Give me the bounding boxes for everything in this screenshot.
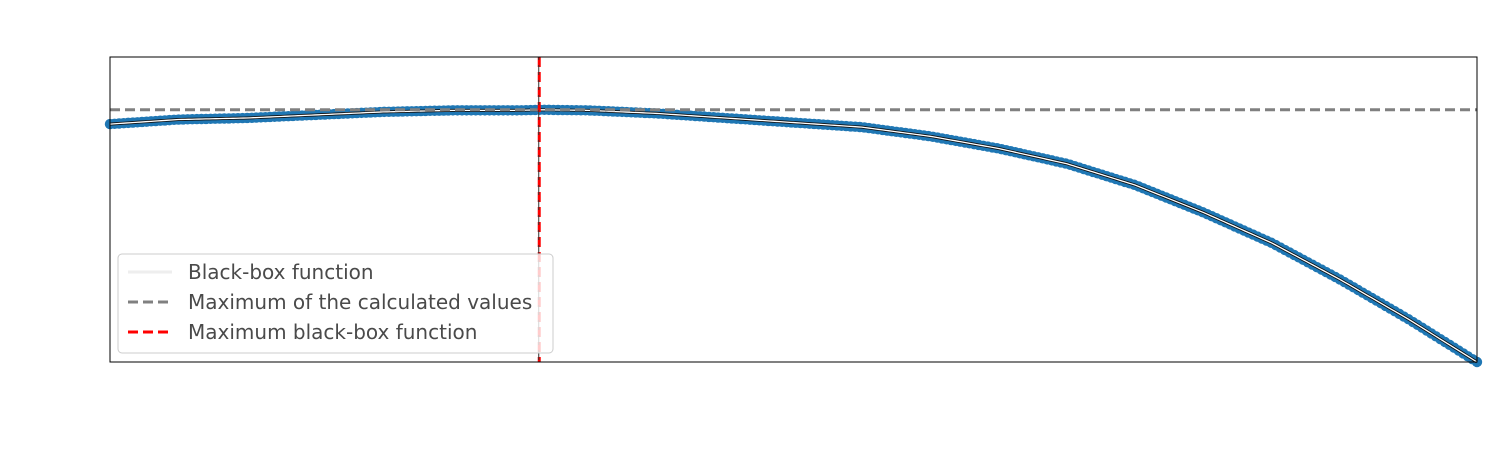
plot-frame bbox=[109, 56, 1478, 363]
legend: Black-box function Maximum of the calcul… bbox=[117, 253, 554, 354]
function-line bbox=[109, 109, 1478, 363]
legend-label-maximum-black-box: Maximum black-box function bbox=[188, 320, 477, 344]
legend-label-maximum-calculated: Maximum of the calculated values bbox=[188, 290, 532, 314]
legend-label-black-box-function: Black-box function bbox=[188, 260, 374, 284]
function-line-layer bbox=[109, 108, 1478, 364]
legend-box bbox=[117, 253, 554, 354]
